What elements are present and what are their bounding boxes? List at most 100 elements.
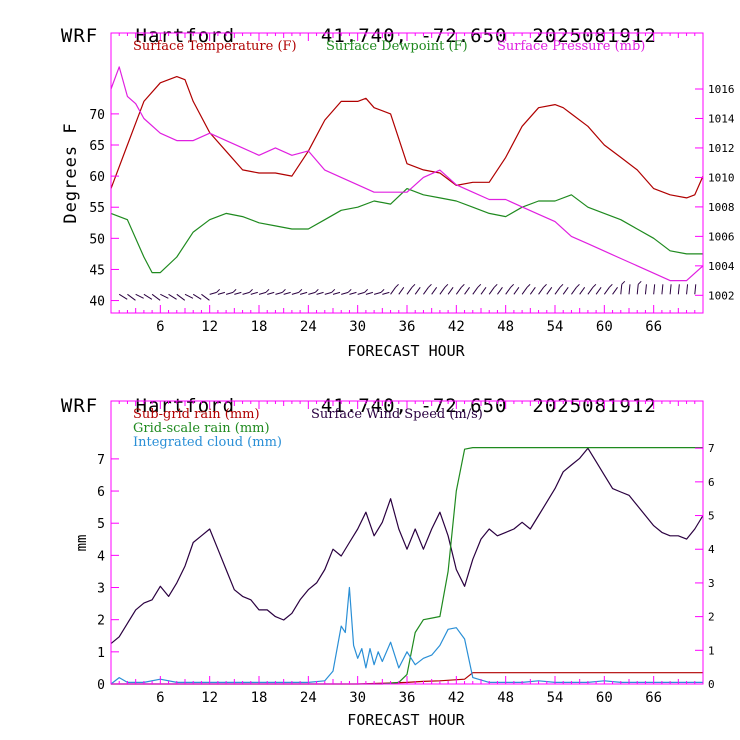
chart1-legend-pressure: Surface Pressure (mb): [497, 39, 645, 54]
chart1-axes: 6 12 18 24 30 36 42 48 54 60 66 40 45 50 55 60 65 70 1002 1…: [89, 33, 735, 335]
chart1-legend-temperature: Surface Temperature (F): [133, 39, 297, 54]
wind-barb: [406, 287, 413, 295]
chart1-xlabel: FORECAST HOUR: [347, 342, 465, 360]
wind-barb: [267, 291, 275, 295]
wind-barb-flag: [543, 283, 547, 288]
wind-barb: [168, 293, 177, 300]
chart2-xtick-label: 30: [349, 690, 366, 706]
wind-barb: [653, 284, 656, 295]
chart1-series-2: [110, 66, 704, 282]
wind-barb-flag: [411, 283, 416, 288]
wind-barb: [324, 291, 332, 295]
wind-barb: [686, 284, 689, 295]
wind-barb-flag: [493, 283, 498, 288]
wind-barb-flag: [621, 280, 626, 285]
wind-barb: [118, 293, 128, 300]
wind-barb-flag: [460, 283, 465, 288]
wind-barb: [250, 291, 258, 295]
wind-barb: [332, 291, 341, 295]
chart2-xtick-label: 24: [300, 690, 317, 706]
wind-barb-flag: [444, 283, 449, 288]
wind-barb: [308, 291, 316, 295]
chart1-ylabel: Degrees F: [61, 122, 81, 223]
wind-barb: [595, 287, 602, 295]
wind-barb: [184, 293, 194, 299]
wind-barb: [571, 287, 577, 295]
chart2-xtick-label: 60: [596, 690, 613, 706]
wind-barb-flag: [216, 288, 221, 293]
wind-barb: [644, 284, 647, 295]
chart1-ytick-label: 60: [89, 170, 105, 185]
chart1-xtick-label: 24: [300, 319, 317, 335]
temperature-chart: 6 12 18 24 30 36 42 48 54 60 66 40 45 50 55 60 65 70 1002 1…: [61, 32, 735, 360]
chart1-y2tick-label: 1010: [708, 171, 735, 184]
chart1-xtick-label: 18: [251, 319, 268, 335]
wind-barb: [365, 291, 374, 295]
chart1-series-1: [110, 188, 703, 274]
panel1-coords: 41.740, -72.650: [320, 25, 508, 47]
wind-barb: [694, 284, 697, 295]
wind-barb: [160, 293, 169, 299]
wind-barb: [546, 287, 553, 295]
chart1-series: [110, 66, 704, 282]
chart2-xtick-label: 48: [497, 690, 514, 706]
chart2-xlabel: FORECAST HOUR: [347, 711, 465, 729]
wind-barb: [554, 287, 561, 295]
chart1-ytick-label: 50: [89, 232, 105, 247]
wind-barb-flag: [298, 288, 303, 293]
wind-barb: [291, 291, 300, 295]
chart2-ytick-label: 7: [97, 453, 105, 468]
chart1-xtick-label: 48: [497, 319, 514, 335]
wind-barb: [669, 284, 672, 295]
wind-barb-flag: [477, 283, 482, 288]
chart2-xtick-label: 18: [251, 690, 268, 706]
wind-barb-flag: [282, 288, 286, 293]
chart2-ytick-label: 3: [97, 582, 105, 597]
chart2-xtick-label: 54: [547, 690, 564, 706]
wind-barb: [242, 291, 250, 295]
chart1-xtick-label: 42: [448, 319, 465, 335]
wind-barb: [620, 284, 623, 295]
chart2-series-2: [111, 446, 703, 685]
wind-barb: [603, 287, 610, 295]
chart2-y2tick-label: 5: [708, 510, 715, 523]
wind-barb: [423, 287, 429, 295]
wind-barb: [562, 287, 569, 295]
chart2-ytick-label: 1: [97, 646, 105, 661]
chart2-legend-cloud: Integrated cloud (mm): [133, 435, 282, 450]
wind-barb: [464, 287, 470, 295]
chart2-ytick-label: 2: [97, 614, 105, 629]
wind-barb: [316, 291, 324, 295]
chart1-xtick-label: 54: [547, 319, 564, 335]
chart2-y2tick-label: 3: [708, 577, 715, 590]
chart2-legend-subgrid: Sub-grid rain (mm): [133, 407, 260, 422]
wind-barb: [538, 287, 544, 295]
wind-barb-flag: [265, 288, 270, 293]
wind-barb-flag: [428, 283, 432, 288]
wind-barb: [201, 293, 210, 301]
wind-barb: [455, 287, 462, 295]
wind-barb-flag: [380, 288, 385, 293]
wind-barb: [390, 287, 396, 295]
chart1-y2tick-label: 1002: [708, 289, 735, 302]
wind-barb: [176, 293, 186, 301]
wind-barb: [382, 291, 390, 295]
wind-barb-flag: [347, 288, 352, 293]
chart2-legend-gridscale: Grid-scale rain (mm): [133, 421, 270, 436]
wind-barb-flag: [608, 283, 613, 288]
wind-barb: [472, 287, 479, 295]
chart1-y2tick-label: 1006: [708, 230, 735, 243]
chart2-series: [110, 446, 704, 685]
wind-barb: [488, 287, 495, 295]
wind-barb: [299, 291, 308, 295]
wind-barb-flag: [314, 288, 319, 293]
wind-barb: [414, 287, 421, 295]
panel2-model: WRF: [60, 395, 99, 417]
wind-barb: [357, 291, 365, 295]
chart2-xtick-label: 42: [448, 690, 465, 706]
chart2-xtick-label: 36: [399, 690, 416, 706]
wind-barb-flag: [592, 283, 597, 288]
wind-barb: [529, 287, 536, 295]
panel1-model: WRF: [60, 25, 99, 47]
